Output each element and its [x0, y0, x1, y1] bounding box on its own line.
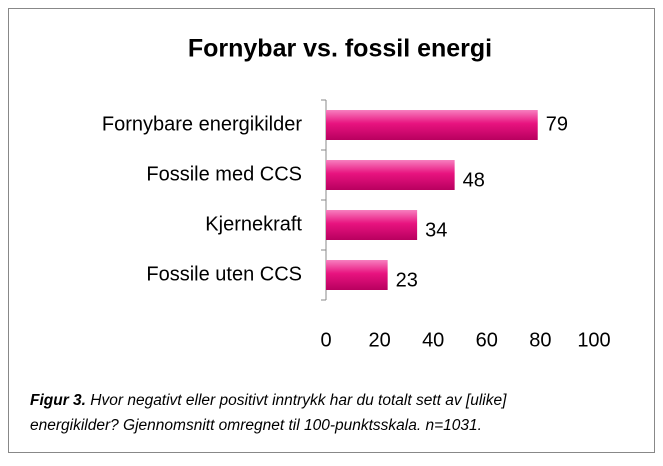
- value-label: 79: [546, 113, 568, 135]
- y-tick-label: Fossile med CCS: [146, 163, 302, 185]
- bar: [326, 110, 538, 140]
- caption-text: energikilder? Gjennomsnitt omregnet til …: [30, 417, 482, 434]
- y-tick-label: Fossile uten CCS: [146, 263, 302, 285]
- bar: [326, 260, 388, 290]
- caption-line: Figur 3. Hvor negativt eller positivt in…: [30, 392, 507, 409]
- x-tick-label: 100: [577, 329, 610, 351]
- x-tick-label: 80: [529, 329, 551, 351]
- chart-title: Fornybar vs. fossil energi: [188, 35, 492, 63]
- caption-label: Figur 3.: [30, 392, 86, 409]
- y-tick-label: Fornybare energikilder: [102, 113, 302, 135]
- bar: [326, 210, 418, 240]
- x-tick-label: 0: [320, 329, 331, 351]
- value-label: 23: [396, 269, 418, 291]
- value-label: 34: [425, 219, 447, 241]
- value-label: 48: [463, 169, 485, 191]
- x-tick-label: 20: [368, 329, 390, 351]
- x-tick-label: 40: [422, 329, 444, 351]
- x-tick-label: 60: [476, 329, 498, 351]
- y-tick-label: Kjernekraft: [205, 213, 302, 235]
- caption-text: Hvor negativt eller positivt inntrykk ha…: [90, 392, 507, 409]
- bar: [326, 160, 455, 190]
